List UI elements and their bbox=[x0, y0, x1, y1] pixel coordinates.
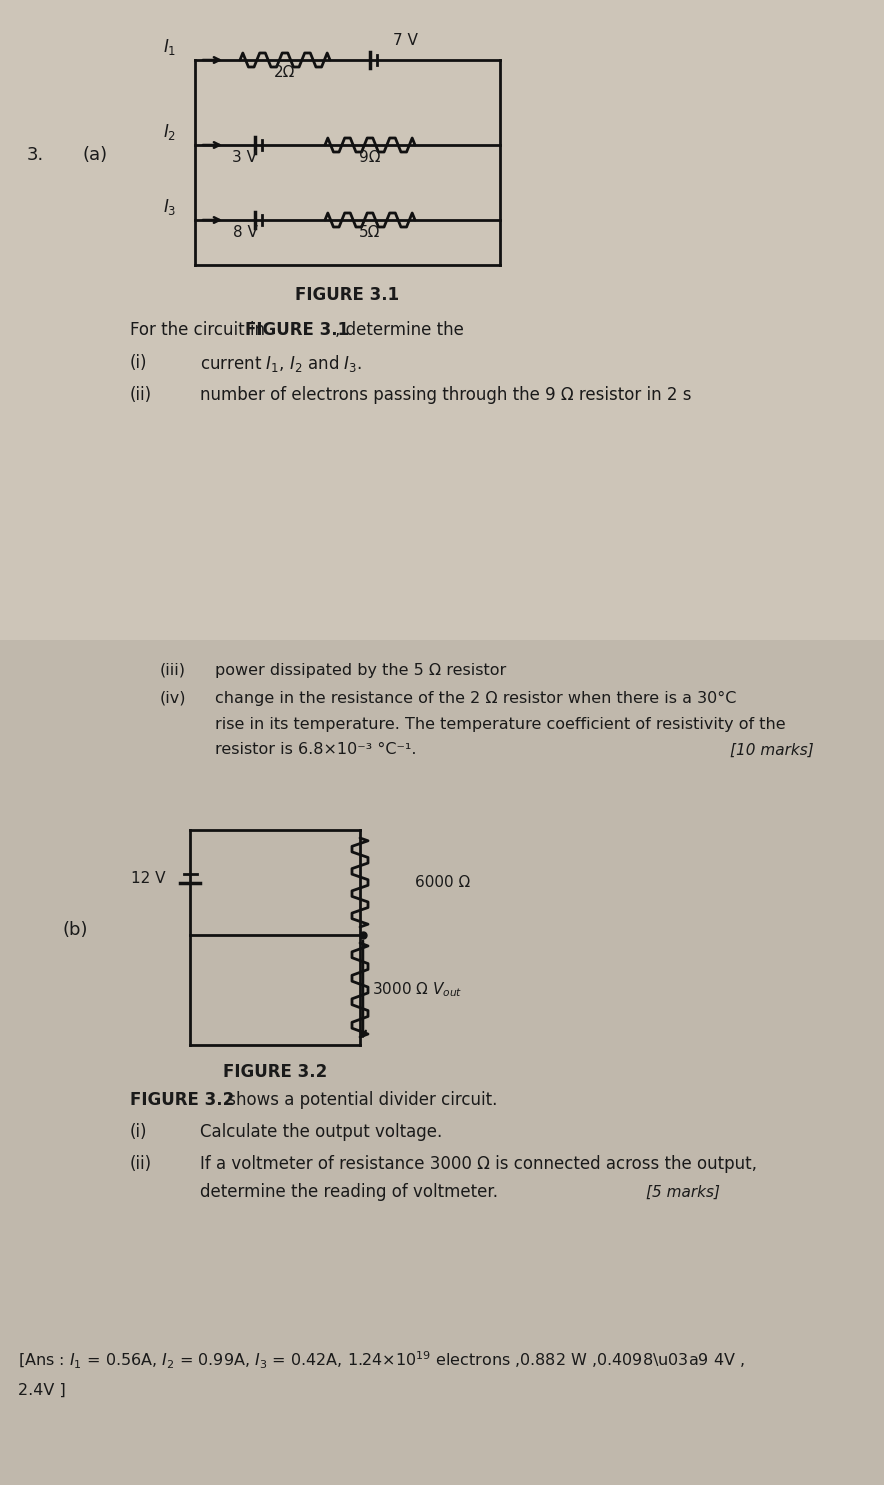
Text: 12 V: 12 V bbox=[131, 872, 165, 887]
Text: 3000 Ω $V_{out}$: 3000 Ω $V_{out}$ bbox=[372, 980, 462, 999]
Text: 2.4V ]: 2.4V ] bbox=[18, 1383, 65, 1397]
Text: Calculate the output voltage.: Calculate the output voltage. bbox=[200, 1123, 442, 1140]
Bar bbox=[0, 640, 884, 1485]
Text: 3 V: 3 V bbox=[232, 150, 257, 165]
Text: determine the reading of voltmeter.: determine the reading of voltmeter. bbox=[200, 1184, 498, 1201]
Text: 8 V: 8 V bbox=[232, 226, 257, 241]
Text: (i): (i) bbox=[130, 353, 148, 373]
Text: change in the resistance of the 2 Ω resistor when there is a 30°C: change in the resistance of the 2 Ω resi… bbox=[215, 691, 736, 705]
Text: 3.: 3. bbox=[27, 146, 43, 163]
Text: [10 marks]: [10 marks] bbox=[730, 742, 814, 757]
Text: $I_1$: $I_1$ bbox=[164, 37, 177, 56]
Text: 5Ω: 5Ω bbox=[359, 226, 381, 241]
Text: FIGURE 3.1: FIGURE 3.1 bbox=[245, 321, 349, 339]
Text: FIGURE 3.2: FIGURE 3.2 bbox=[223, 1063, 327, 1081]
Text: , determine the: , determine the bbox=[335, 321, 464, 339]
Text: (a): (a) bbox=[82, 146, 108, 163]
Text: (ii): (ii) bbox=[130, 386, 152, 404]
Text: (iii): (iii) bbox=[160, 662, 186, 677]
Text: resistor is 6.8×10⁻³ °C⁻¹.: resistor is 6.8×10⁻³ °C⁻¹. bbox=[215, 742, 416, 757]
Text: power dissipated by the 5 Ω resistor: power dissipated by the 5 Ω resistor bbox=[215, 662, 507, 677]
Text: FIGURE 3.2: FIGURE 3.2 bbox=[130, 1091, 234, 1109]
Text: 9Ω: 9Ω bbox=[359, 150, 381, 165]
Text: [Ans : $I_1$ = 0.56A, $I_2$ = 0.99A, $I_3$ = 0.42A, 1.24$\times$10$^{19}$ electr: [Ans : $I_1$ = 0.56A, $I_2$ = 0.99A, $I_… bbox=[18, 1350, 745, 1371]
Text: number of electrons passing through the 9 Ω resistor in 2 s: number of electrons passing through the … bbox=[200, 386, 691, 404]
Text: 6000 Ω: 6000 Ω bbox=[415, 875, 470, 890]
Text: 7 V: 7 V bbox=[392, 33, 417, 48]
Text: current $I_1$, $I_2$ and $I_3$.: current $I_1$, $I_2$ and $I_3$. bbox=[200, 352, 362, 374]
Text: (b): (b) bbox=[62, 921, 88, 939]
Text: shows a potential divider circuit.: shows a potential divider circuit. bbox=[222, 1091, 498, 1109]
Text: FIGURE 3.1: FIGURE 3.1 bbox=[295, 287, 399, 304]
Text: $I_3$: $I_3$ bbox=[164, 198, 177, 217]
Text: rise in its temperature. The temperature coefficient of resistivity of the: rise in its temperature. The temperature… bbox=[215, 716, 786, 732]
Text: For the circuit in: For the circuit in bbox=[130, 321, 271, 339]
Text: 2Ω: 2Ω bbox=[274, 65, 295, 80]
Text: (ii): (ii) bbox=[130, 1155, 152, 1173]
Text: [5 marks]: [5 marks] bbox=[646, 1185, 720, 1200]
Bar bbox=[0, 0, 884, 640]
Text: $I_2$: $I_2$ bbox=[164, 122, 177, 143]
Text: (i): (i) bbox=[130, 1123, 148, 1140]
Text: (iv): (iv) bbox=[160, 691, 187, 705]
Text: If a voltmeter of resistance 3000 Ω is connected across the output,: If a voltmeter of resistance 3000 Ω is c… bbox=[200, 1155, 757, 1173]
